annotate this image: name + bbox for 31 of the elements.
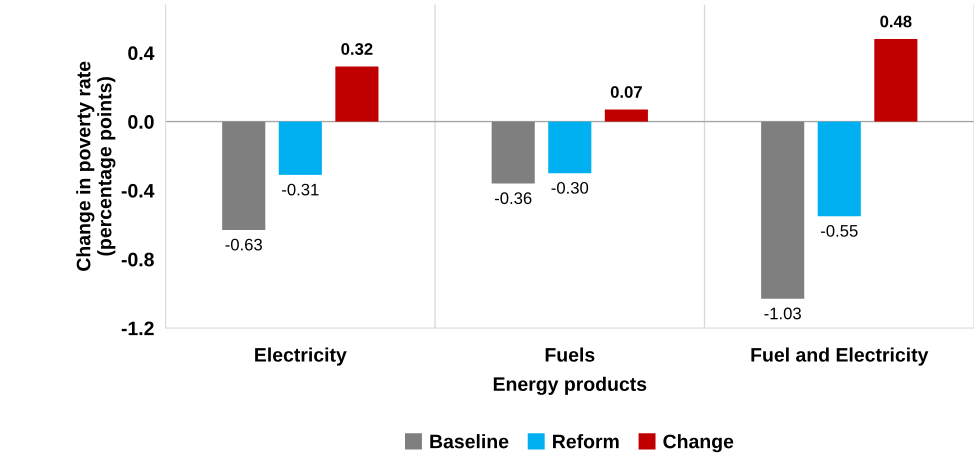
data-label: 0.48 — [880, 16, 912, 28]
y-axis-title: Change in poverty rate (percentage points) — [76, 62, 116, 271]
data-label: 0.32 — [341, 43, 372, 55]
data-label: -0.31 — [282, 184, 318, 196]
y-tick-label: 0.4 — [128, 46, 154, 60]
y-tick-label: 0.0 — [128, 115, 154, 129]
data-label: -0.63 — [225, 238, 262, 251]
bar — [492, 122, 535, 184]
bar — [222, 122, 266, 230]
y-tick-label: -0.4 — [122, 184, 154, 198]
bar — [335, 66, 378, 122]
data-label: 0.07 — [610, 86, 642, 98]
bar — [818, 122, 861, 216]
x-tick-label: Fuels — [546, 347, 594, 362]
bar — [604, 110, 648, 122]
bar — [874, 39, 918, 122]
data-label: -0.36 — [494, 192, 532, 204]
data-label: -0.30 — [552, 182, 588, 194]
x-tick-label: Fuel and Electricity — [751, 347, 928, 366]
legend-label: Change — [663, 434, 734, 452]
bar — [548, 122, 592, 174]
data-label: -0.55 — [821, 224, 858, 237]
bar — [761, 122, 804, 299]
x-axis-title: Energy products — [494, 376, 646, 395]
legend-label: Baseline — [430, 434, 508, 448]
x-tick-label: Electricity — [255, 347, 347, 366]
legend-label: Reform — [553, 434, 619, 448]
bar — [278, 122, 322, 175]
y-tick-label: -0.8 — [122, 252, 154, 266]
data-label: -1.03 — [764, 308, 801, 320]
y-tick-label: -1.2 — [122, 321, 154, 336]
